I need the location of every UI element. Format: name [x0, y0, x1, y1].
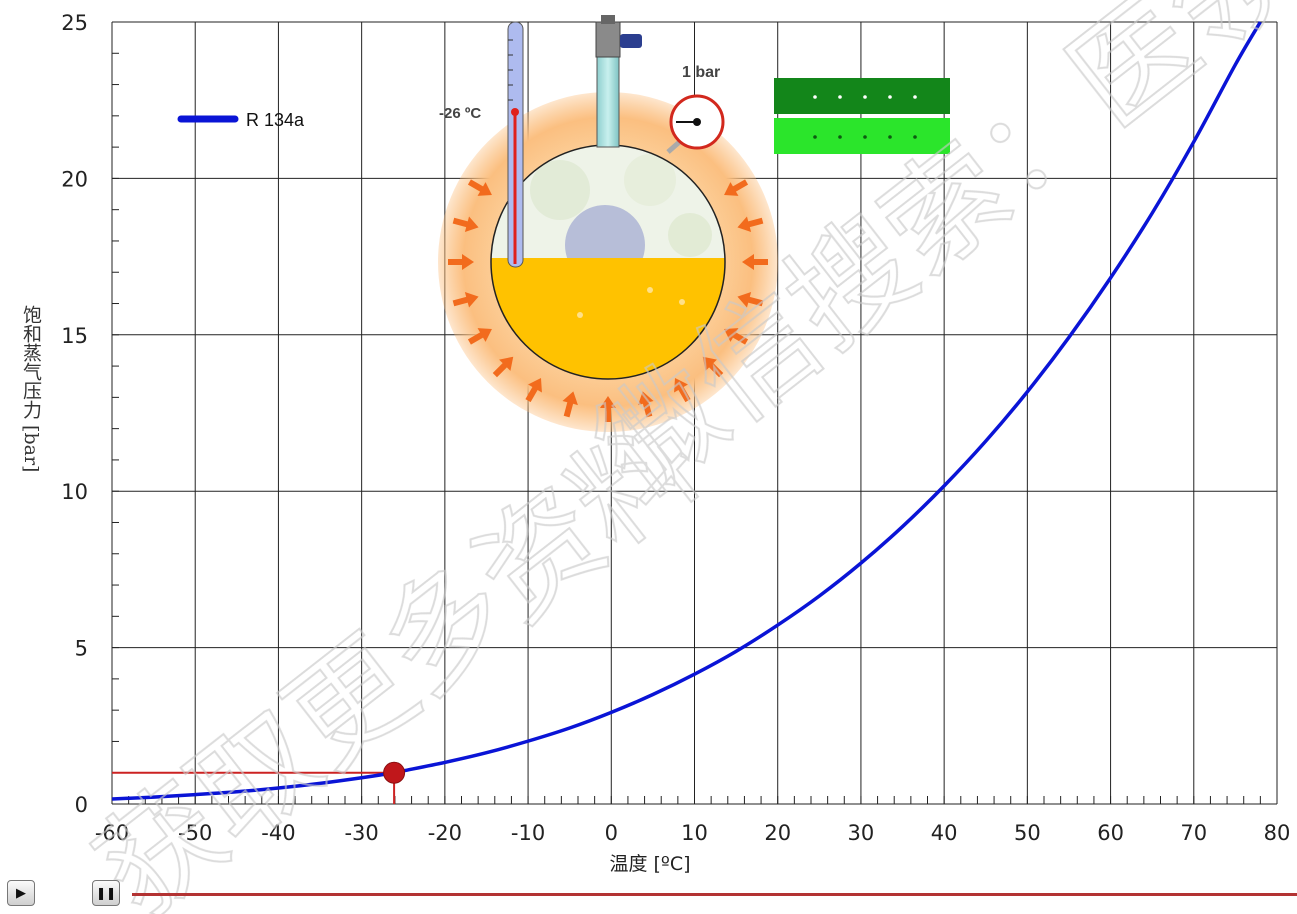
x-tick-label: 40 [931, 821, 958, 845]
heat-arrow [724, 179, 749, 196]
legend-label: R 134a [246, 110, 305, 130]
x-tick-label: -20 [428, 821, 462, 845]
heat-arrow [724, 328, 749, 345]
y-axis-label: 饱和蒸气压力 [bar] [20, 305, 42, 473]
current-state-marker [383, 761, 406, 784]
play-button[interactable]: ▶ [7, 880, 35, 906]
y-tick-label: 20 [61, 167, 88, 191]
x-tick-label: -40 [261, 821, 295, 845]
valve-knob [620, 34, 642, 48]
heat-arrow [452, 292, 479, 308]
x-tick-label: 80 [1264, 821, 1291, 845]
heat-arrow [737, 216, 764, 232]
x-tick-label: -30 [344, 821, 378, 845]
series-line-r134a [111, 21, 1262, 801]
temperature-label: -26 ºC [439, 105, 481, 122]
y-tick-label: 15 [61, 324, 88, 348]
heat-arrows [448, 179, 768, 422]
heat-arrow [467, 328, 492, 345]
heat-arrow [525, 378, 542, 403]
x-tick-label: 70 [1180, 821, 1207, 845]
pressure-label: 1 bar [682, 64, 720, 81]
heat-arrow [448, 254, 474, 270]
y-tick-label: 25 [61, 11, 88, 35]
timeline-slider[interactable] [132, 893, 1297, 896]
flask-illustration: 1 bar -26 ºC [438, 15, 778, 432]
heat-arrow [467, 179, 492, 196]
x-tick-label: -60 [95, 821, 129, 845]
x-tick-label: 10 [681, 821, 708, 845]
flask-neck [596, 54, 620, 148]
x-tick-label: 20 [764, 821, 791, 845]
y-tick-labels: 0 5 10 15 20 25 [61, 11, 88, 817]
heat-arrow [600, 396, 616, 422]
x-tick-label: 30 [848, 821, 875, 845]
pause-button[interactable]: ❚❚ [92, 880, 120, 906]
heat-arrow [562, 391, 578, 418]
legend: R 134a [177, 110, 305, 130]
heat-arrow [492, 356, 514, 378]
x-tick-label: 50 [1014, 821, 1041, 845]
pause-icon: ❚❚ [95, 886, 117, 900]
heat-arrow [674, 378, 691, 403]
heat-arrow [742, 254, 768, 270]
x-tick-labels: -60 -50 -40 -30 -20 -10 0 10 20 30 40 50 60 70 80 [95, 821, 1291, 845]
x-axis-label: 温度 [ºC] [609, 853, 690, 875]
indicator-bottom [774, 118, 950, 154]
y-tick-label: 0 [75, 793, 88, 817]
x-tick-label: 0 [605, 821, 618, 845]
indicator-top [774, 78, 950, 114]
x-tick-label: -10 [511, 821, 545, 845]
heat-arrow [452, 216, 479, 232]
x-tick-label: 60 [1097, 821, 1124, 845]
play-icon: ▶ [16, 885, 26, 901]
heat-arrow [737, 292, 764, 308]
heat-arrow [638, 391, 654, 418]
y-tick-label: 10 [61, 480, 88, 504]
y-tick-label: 5 [75, 637, 88, 661]
heat-arrow [702, 356, 724, 378]
valve-body [595, 21, 621, 58]
x-tick-label: -50 [178, 821, 212, 845]
